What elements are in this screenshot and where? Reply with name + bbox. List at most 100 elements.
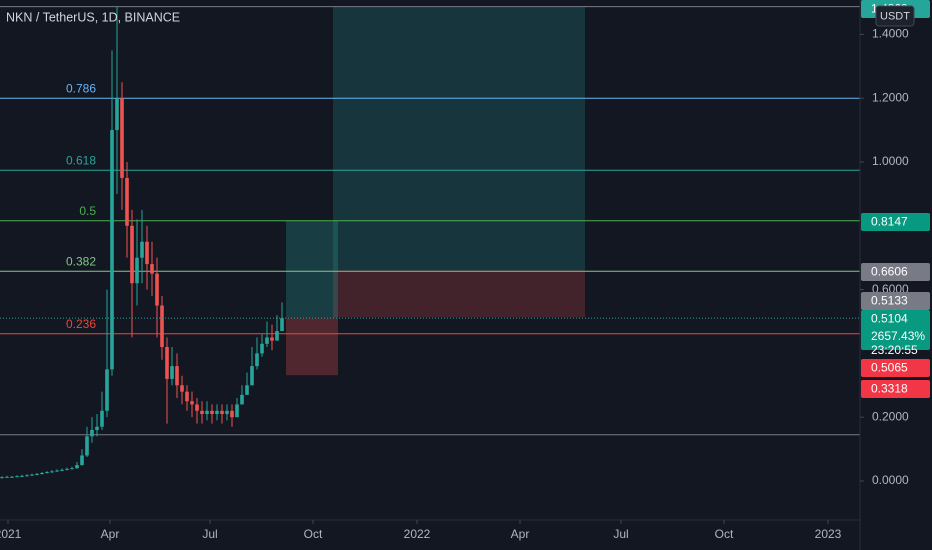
candle-body <box>25 475 29 477</box>
price-tag <box>861 359 930 377</box>
candle-body <box>5 476 9 478</box>
candle-body <box>95 426 99 430</box>
stop-zone <box>333 270 585 318</box>
candle-body <box>30 474 34 476</box>
plot-area: 0.786 0.618 0.5 0.382 0.236 <box>0 6 860 479</box>
fib-label: 0.236 <box>66 317 96 331</box>
candle-body <box>210 410 214 414</box>
candle-body <box>70 468 74 470</box>
y-tick-label: 1.2000 <box>872 90 909 104</box>
price-tag-label: 0.3318 <box>871 382 908 396</box>
price-tag <box>861 310 930 350</box>
y-tick-label: 1.0000 <box>872 154 909 168</box>
candle-body <box>115 98 119 131</box>
candle-body <box>245 385 249 395</box>
price-tag-label: 0.5104 <box>871 312 908 326</box>
stop-zone <box>286 318 338 376</box>
candle-body <box>165 347 169 379</box>
fib-label: 0.786 <box>66 81 96 95</box>
candle-body <box>200 410 204 414</box>
price-tag <box>861 292 930 310</box>
candle-body <box>170 366 174 379</box>
candle-body <box>235 404 239 418</box>
candle-body <box>140 241 144 258</box>
target-zone <box>286 221 338 319</box>
candle-body <box>260 343 264 354</box>
candle-body <box>120 98 124 178</box>
candle-body <box>40 473 44 475</box>
y-tick-label: 1.4000 <box>872 27 909 41</box>
countdown-label: 23:20:55 <box>871 343 918 357</box>
fib-label: 0.5 <box>79 204 96 218</box>
price-tag-label: 0.8147 <box>871 215 908 229</box>
candle-body <box>105 369 109 411</box>
fib-label: 0.382 <box>66 254 96 268</box>
x-tick-label: 2021 <box>0 527 22 541</box>
candle-body <box>125 177 129 226</box>
y-tick-label: 0.2000 <box>872 409 909 423</box>
candle-body <box>215 410 219 414</box>
candle-body <box>10 476 14 478</box>
candle-body <box>265 337 269 344</box>
price-tag-label: 0.5133 <box>871 294 908 308</box>
currency-label: USDT <box>880 10 910 22</box>
x-tick-label: 2023 <box>815 527 842 541</box>
currency-badge <box>875 5 915 27</box>
candle-body <box>100 410 104 427</box>
candle-body <box>255 353 259 367</box>
candle-body <box>35 473 39 475</box>
candle-body <box>15 476 19 478</box>
candle-body <box>240 394 244 405</box>
candle-body <box>145 241 149 265</box>
candle-body <box>135 257 139 284</box>
candle-body <box>55 470 59 472</box>
candle-body <box>155 273 159 306</box>
price-tag <box>861 263 930 281</box>
candle-body <box>220 410 224 414</box>
candle-body <box>130 225 134 284</box>
candle-body <box>65 468 69 470</box>
candle-body <box>110 130 114 370</box>
candle-body <box>85 436 89 456</box>
fib-label: 0.618 <box>66 153 96 167</box>
candle-body <box>20 475 24 477</box>
candle-body <box>50 471 54 473</box>
candle-body <box>60 469 64 471</box>
candle-body <box>195 404 199 411</box>
x-tick-label: Apr <box>101 527 120 541</box>
candle-body <box>225 410 229 414</box>
candle-body <box>190 401 194 405</box>
x-tick-label: Oct <box>715 527 734 541</box>
candle-body <box>160 305 164 348</box>
candle-body <box>275 331 279 341</box>
x-tick-label: Jul <box>613 527 628 541</box>
candle-body <box>185 391 189 402</box>
candle-body <box>90 429 94 437</box>
x-tick-label: Oct <box>304 527 323 541</box>
price-tag <box>861 213 930 231</box>
price-tag <box>861 380 930 398</box>
candle-body <box>80 455 84 466</box>
candle-body <box>250 366 254 386</box>
y-tick-label: 0.0000 <box>872 473 909 487</box>
candle-body <box>0 477 4 479</box>
target-zone <box>333 6 585 271</box>
candle-body <box>270 337 274 341</box>
x-tick-label: 2022 <box>404 527 431 541</box>
candle-body <box>45 472 49 474</box>
chart-title: NKN / TetherUS, 1D, BINANCE <box>6 10 180 24</box>
price-tag-label: 0.5065 <box>871 361 908 375</box>
price-tag-label: 0.6606 <box>871 265 908 279</box>
candle-body <box>175 366 179 386</box>
candle-body <box>280 318 284 332</box>
change-label: 2657.43% <box>871 329 925 343</box>
candle-body <box>230 410 234 418</box>
candle-body <box>150 264 154 274</box>
candle-body <box>75 465 79 469</box>
x-tick-label: Apr <box>511 527 530 541</box>
x-tick-label: Jul <box>202 527 217 541</box>
candle-body <box>180 385 184 392</box>
candle-body <box>205 410 209 414</box>
